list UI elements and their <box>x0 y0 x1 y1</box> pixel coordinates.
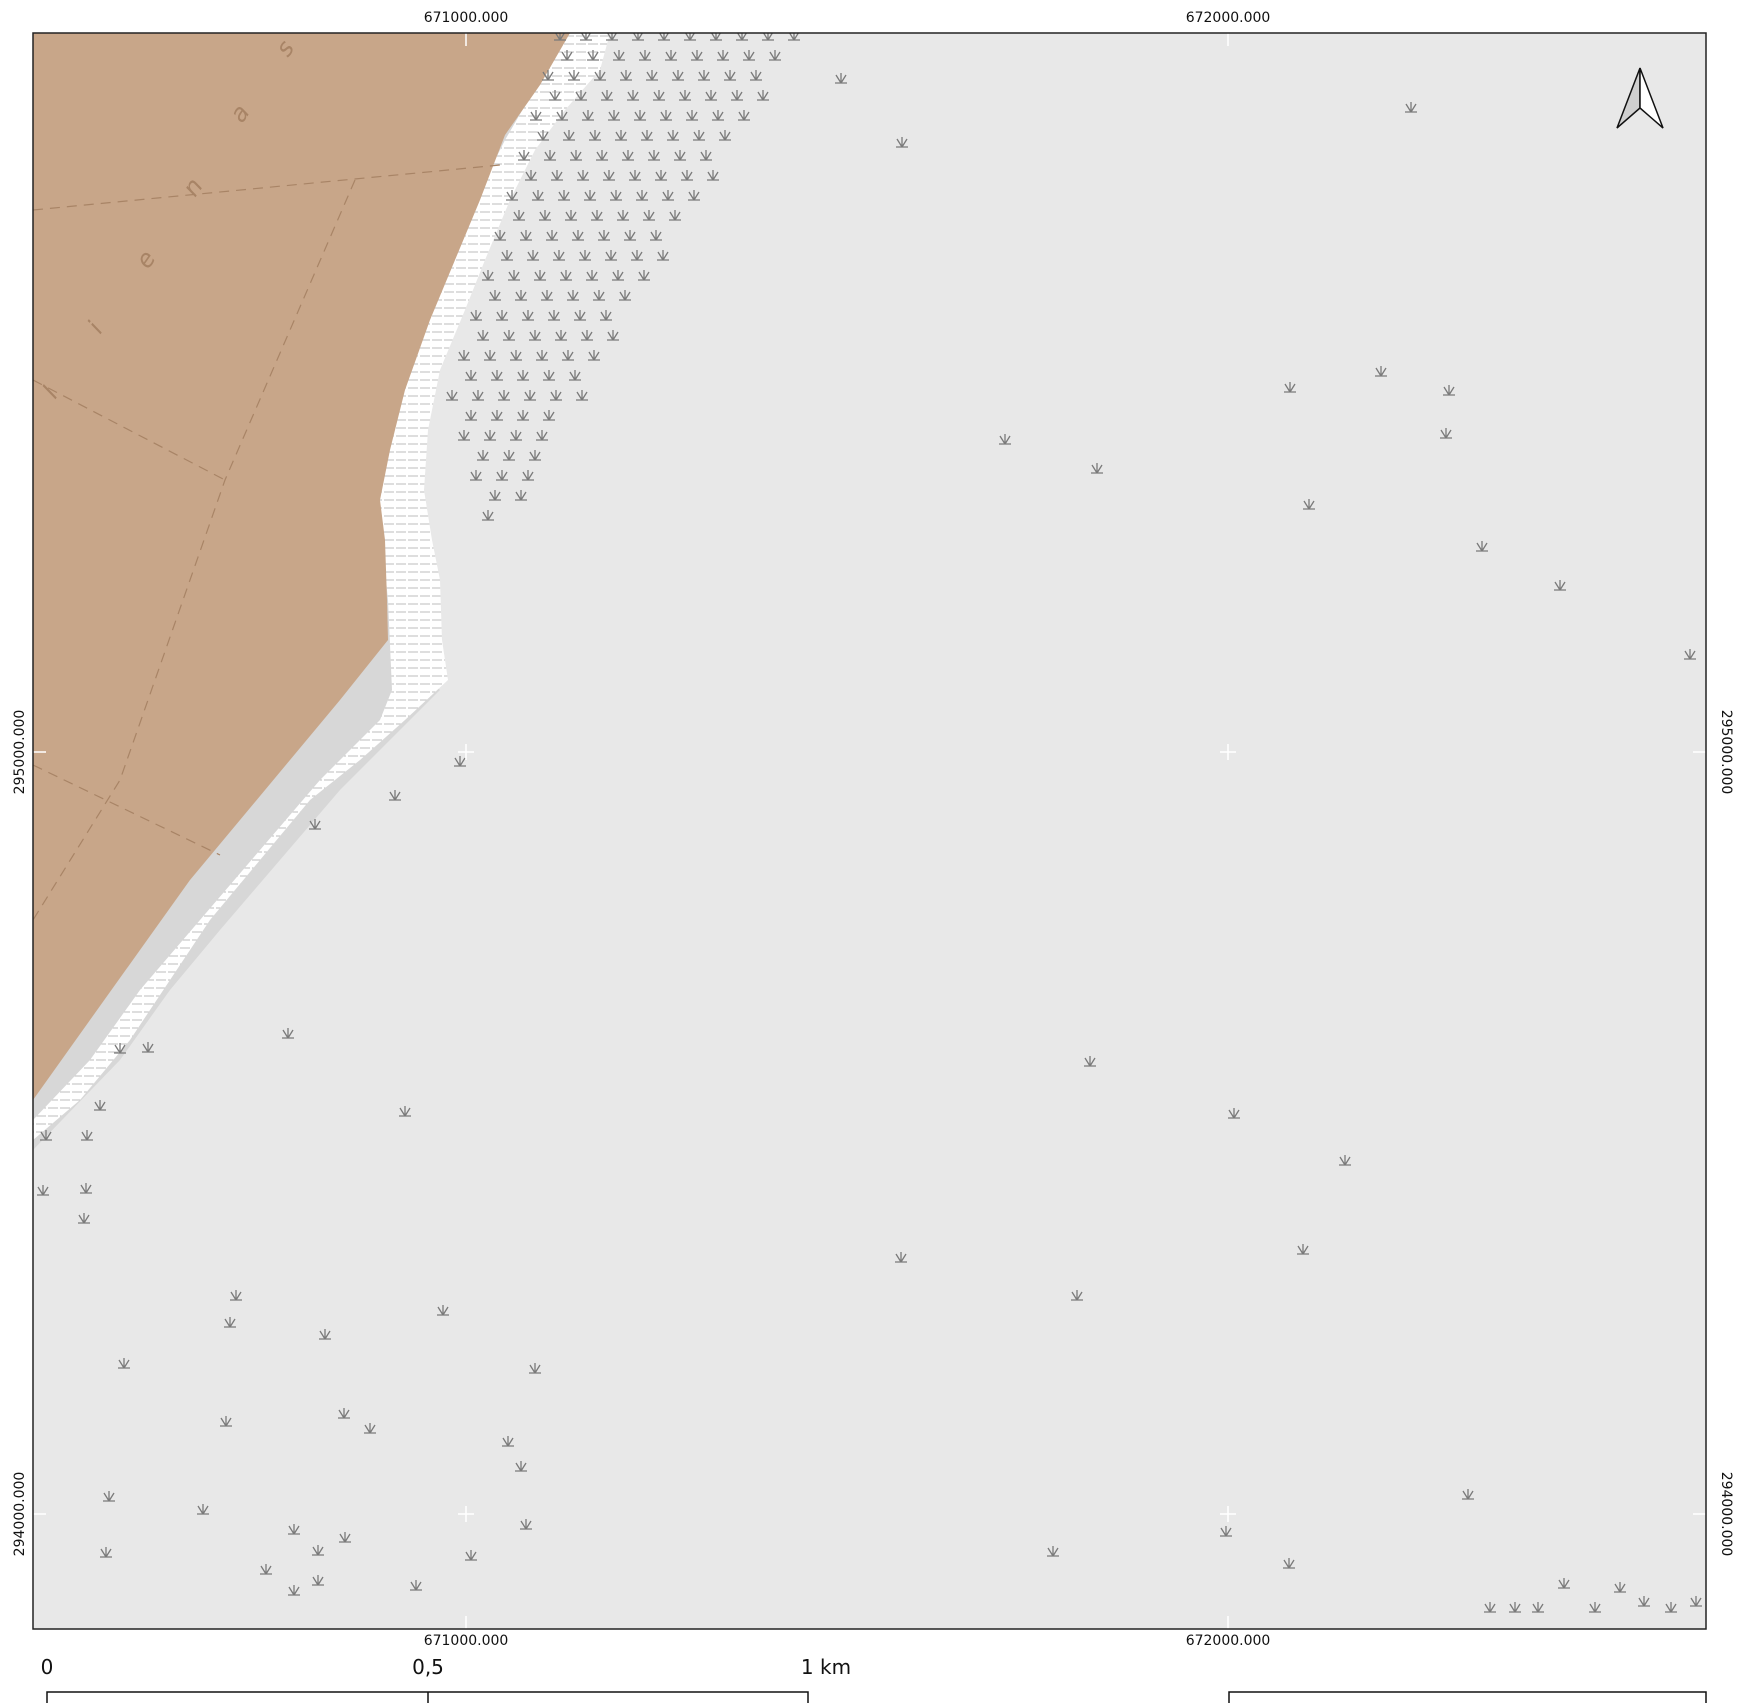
grid-label-right: 294000.000 <box>1718 1471 1734 1557</box>
scale-label-zero: 0 <box>40 1655 54 1679</box>
grid-label-top: 671000.000 <box>423 10 509 26</box>
scale-label-half: 0,5 <box>412 1655 444 1679</box>
grid-label-left: 294000.000 <box>12 1471 28 1557</box>
grid-label-left: 295000.000 <box>12 709 28 795</box>
grid-label-top: 672000.000 <box>1185 10 1271 26</box>
scale-bar <box>46 1691 809 1703</box>
land-boundaries <box>33 164 501 921</box>
grid-label-bottom: 672000.000 <box>1185 1633 1271 1649</box>
map-frame <box>32 32 1707 1630</box>
grid-label-bottom: 671000.000 <box>423 1633 509 1649</box>
legend-box <box>1228 1691 1707 1703</box>
north-arrow-icon <box>1616 67 1664 129</box>
grid-label-right: 295000.000 <box>1718 709 1734 795</box>
grid-crosses <box>33 33 1706 1629</box>
land-area <box>33 33 570 1100</box>
scale-label-end: 1 km <box>800 1655 852 1679</box>
